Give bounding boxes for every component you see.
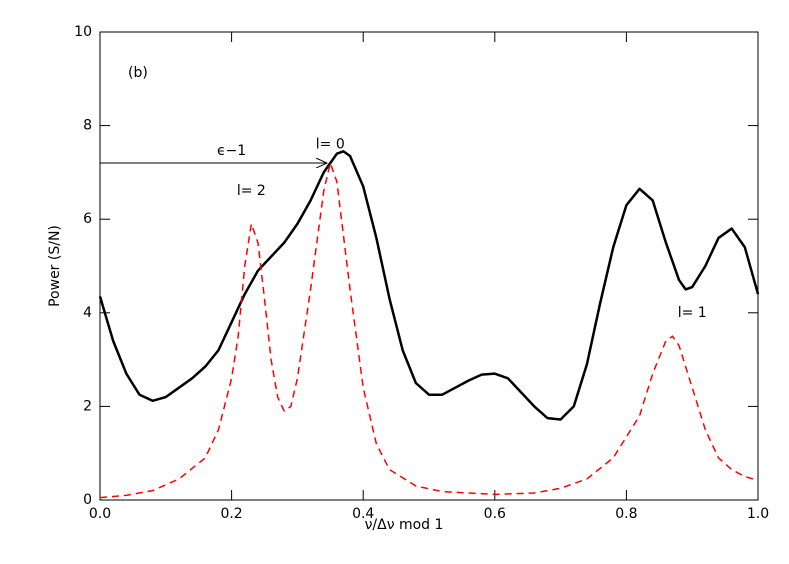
plot-frame xyxy=(99,31,759,501)
y-tick-label: 4 xyxy=(83,305,92,321)
data-line xyxy=(98,150,760,421)
x-tick-label: 1.0 xyxy=(747,506,769,522)
x-tick-label: 0.0 xyxy=(89,506,111,522)
panel-label: (b) xyxy=(128,65,148,81)
y-tick-label: 10 xyxy=(74,24,92,40)
annotation: l= 0 xyxy=(316,136,345,152)
data-line xyxy=(99,162,759,499)
x-axis-label: ν/Δν mod 1 xyxy=(365,517,444,533)
x-tick-label: 0.4 xyxy=(352,506,374,522)
annotation: ϵ−1 xyxy=(217,143,246,159)
y-tick-label: 0 xyxy=(83,492,92,508)
x-tick-label: 0.2 xyxy=(220,506,242,522)
y-tick-label: 6 xyxy=(83,211,92,227)
y-tick-label: 8 xyxy=(83,118,92,134)
x-tick-label: 0.8 xyxy=(615,506,637,522)
annotation: l= 2 xyxy=(237,183,266,199)
annotation: l= 1 xyxy=(678,305,707,321)
x-tick-label: 0.6 xyxy=(484,506,506,522)
y-tick-label: 2 xyxy=(83,398,92,414)
y-axis-label: Power (S/N) xyxy=(47,225,63,307)
